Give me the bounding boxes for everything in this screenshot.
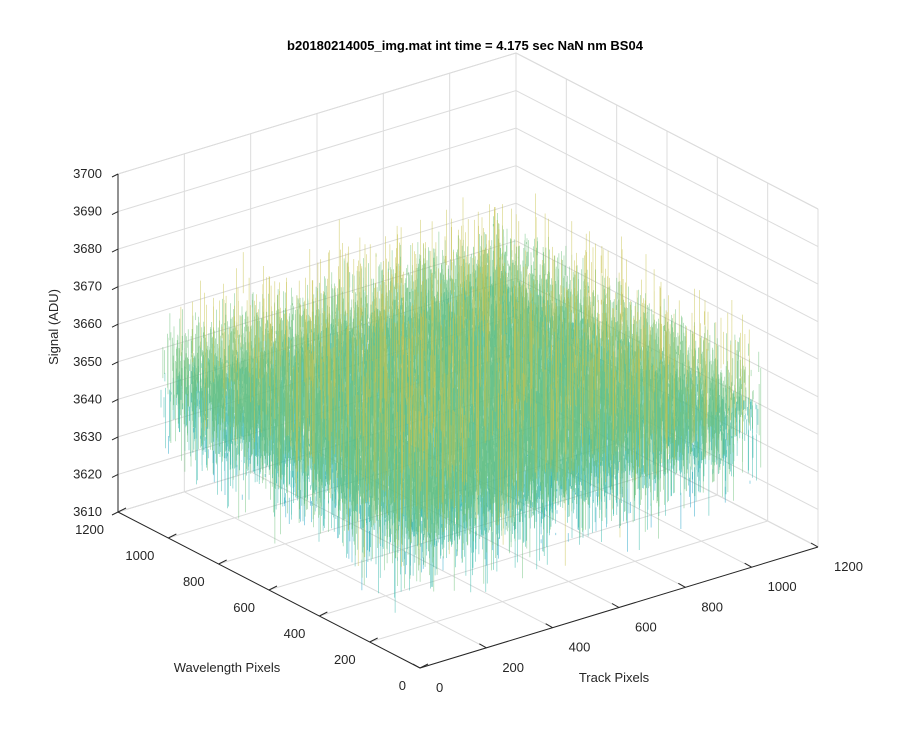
z-tick-label: 3680 xyxy=(73,241,102,256)
x-tick-label: 200 xyxy=(502,660,524,675)
x-tick-mark xyxy=(479,643,487,649)
z-tick-label: 3620 xyxy=(73,466,102,481)
grid-line-z xyxy=(515,52,819,210)
z-tick-label: 3640 xyxy=(73,391,102,406)
z-tick-mark xyxy=(111,173,119,178)
y-tick-mark xyxy=(218,559,227,565)
y-tick-label: 1200 xyxy=(75,522,104,537)
z-tick-label: 3670 xyxy=(73,279,102,294)
x-axis-title: Track Pixels xyxy=(579,670,650,685)
x-tick-mark xyxy=(412,663,421,669)
grid-line-z xyxy=(117,52,517,175)
z-tick-mark xyxy=(111,211,119,216)
z-axis-title: Signal (ADU) xyxy=(46,289,61,365)
y-axis-title: Wavelength Pixels xyxy=(174,660,281,675)
x-tick-label: 600 xyxy=(635,620,657,635)
z-tick-mark xyxy=(111,361,119,366)
grid-line-z xyxy=(515,127,819,285)
x-tick-label: 400 xyxy=(569,640,591,655)
z-tick-mark xyxy=(111,398,119,403)
y-tick-label: 600 xyxy=(233,600,255,615)
chart-title: b20180214005_img.mat int time = 4.175 se… xyxy=(287,38,644,53)
grid-line-z xyxy=(117,127,517,250)
z-tick-label: 3610 xyxy=(73,504,102,519)
x-tick-mark xyxy=(545,623,553,629)
grid-line-z xyxy=(117,165,517,288)
tick-labels: 0 200 400 600 800 1000 1200 0 200 400 600 800 1000 12… xyxy=(73,166,863,695)
y-tick-mark xyxy=(319,611,328,617)
z-tick-label: 3630 xyxy=(73,429,102,444)
z-tick-label: 3660 xyxy=(73,316,102,331)
x-tick-label: 0 xyxy=(436,680,443,695)
y-tick-label: 800 xyxy=(183,574,205,589)
z-tick-mark xyxy=(111,511,119,516)
grid-line-z xyxy=(515,90,819,247)
y-tick-label: 200 xyxy=(334,652,356,667)
y-tick-mark xyxy=(268,585,278,591)
surface-mesh xyxy=(160,193,762,613)
y-tick-label: 400 xyxy=(284,626,306,641)
z-tick-mark xyxy=(111,473,119,478)
grid-line-z xyxy=(117,90,517,213)
z-tick-mark xyxy=(111,248,119,253)
x-tick-mark xyxy=(744,562,752,568)
grid-line-z xyxy=(117,202,517,325)
z-tick-mark xyxy=(111,323,119,328)
y-tick-mark xyxy=(419,663,429,669)
x-tick-label: 1000 xyxy=(768,579,797,594)
x-tick-label: 800 xyxy=(701,599,723,614)
x-tick-mark xyxy=(810,542,819,548)
y-tick-label: 0 xyxy=(399,678,406,693)
grid-line-y xyxy=(369,520,768,643)
y-tick-label: 1000 xyxy=(125,548,154,563)
grid-line-z xyxy=(515,165,819,323)
z-tick-mark xyxy=(111,286,119,291)
z-tick-label: 3650 xyxy=(73,354,102,369)
z-tick-label: 3700 xyxy=(73,166,102,181)
y-tick-mark xyxy=(117,507,127,513)
x-tick-mark xyxy=(611,603,620,608)
z-tick-label: 3690 xyxy=(73,204,102,219)
x-tick-mark xyxy=(678,582,686,588)
grid-line-z xyxy=(515,202,819,360)
x-tick-label: 1200 xyxy=(834,559,863,574)
surface-color-band xyxy=(180,193,750,567)
y-tick-mark xyxy=(369,637,378,643)
grid-line-z xyxy=(117,240,517,363)
z-tick-mark xyxy=(111,436,119,441)
y-tick-mark xyxy=(168,533,177,539)
